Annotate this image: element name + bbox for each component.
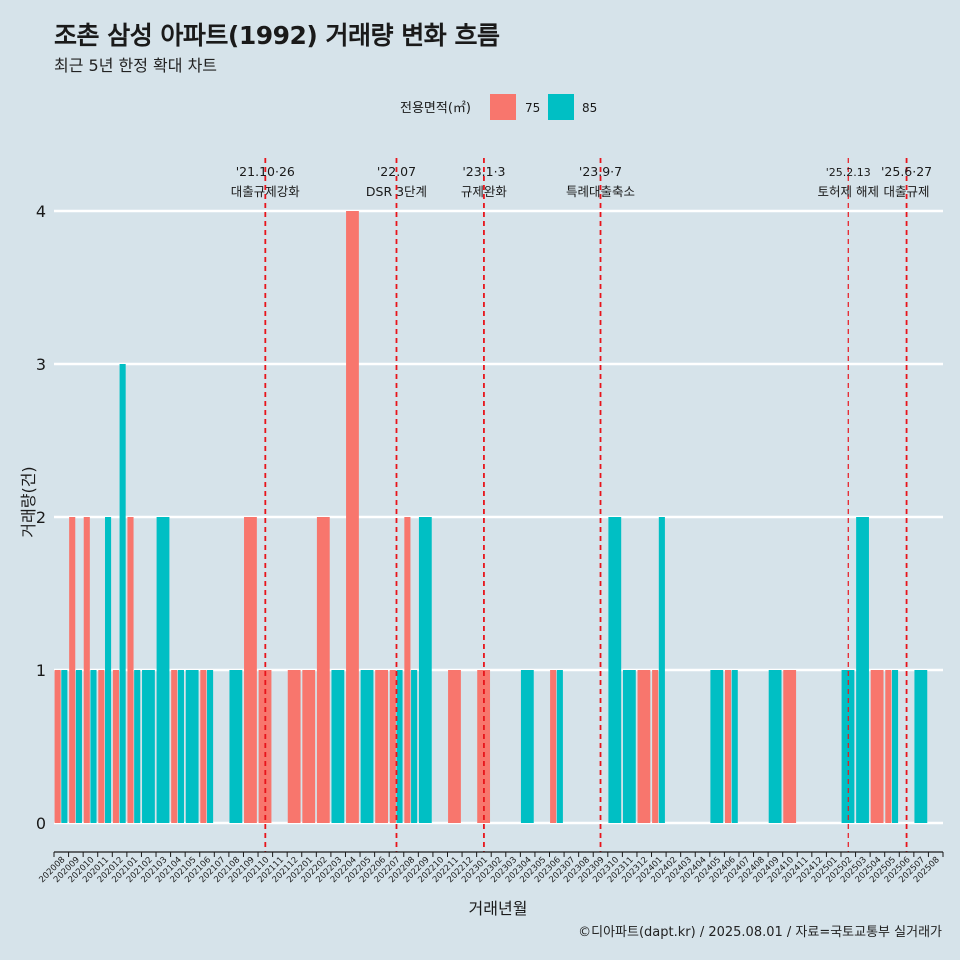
x-axis: 2020082020092020102020112020122021012021… — [37, 851, 944, 885]
bar-202208-85 — [411, 670, 418, 823]
bar-202207-85 — [396, 670, 403, 823]
y-tick-label: 0 — [36, 814, 46, 833]
bar-202406-85 — [731, 670, 738, 823]
bar-202103-85 — [156, 517, 170, 823]
bar-202504-75 — [870, 670, 884, 823]
bar-202206-75 — [375, 670, 389, 823]
event-date-label: '25.2.13 — [826, 166, 871, 179]
bar-202505-85 — [891, 670, 899, 823]
chart-subtitle: 최근 5년 한정 확대 차트 — [54, 56, 218, 75]
bar-202104-75 — [171, 670, 178, 823]
bar-202405-85 — [710, 670, 724, 823]
event-name-label: 규제완화 — [461, 184, 508, 199]
bar-202406-75 — [724, 670, 732, 823]
chart-title: 조촌 삼성 아파트(1992) 거래량 변화 흐름 — [54, 21, 500, 50]
bar-202008-85 — [61, 670, 68, 823]
y-tick-label: 3 — [36, 355, 46, 374]
bar-202311-85 — [622, 670, 636, 823]
bar-202102-85 — [142, 670, 155, 823]
bar-202011-75 — [98, 670, 105, 823]
bar-202106-85 — [207, 670, 214, 823]
y-tick-label: 1 — [36, 661, 46, 680]
bars — [54, 211, 928, 823]
event-date-label: '23.1·3 — [462, 164, 505, 179]
event-date-label: '25.6·27 — [881, 164, 932, 179]
bar-202207-75 — [389, 670, 396, 823]
y-tick-label: 2 — [36, 508, 46, 527]
bar-202507-85 — [914, 670, 928, 823]
event-date-label: '23.9·7 — [579, 164, 622, 179]
bar-202211-75 — [448, 670, 461, 823]
bar-202010-85 — [90, 670, 97, 823]
event-date-label: '21.10·26 — [236, 164, 295, 179]
legend: 전용면적(㎡) 75 85 — [400, 94, 597, 120]
bar-202205-85 — [360, 670, 374, 823]
bar-202401-85 — [658, 517, 665, 823]
bar-202202-75 — [316, 517, 330, 823]
bar-202306-85 — [556, 670, 563, 823]
bar-202401-75 — [652, 670, 659, 823]
bar-202009-85 — [75, 670, 82, 823]
bar-202208-75 — [404, 517, 411, 823]
bar-202312-75 — [637, 670, 651, 823]
bar-202409-85 — [768, 670, 782, 823]
event-name-label: 토허제 해제 — [818, 184, 879, 199]
bar-202105-85 — [185, 670, 199, 823]
legend-swatch-75 — [490, 94, 516, 120]
y-axis-title: 거래량(건) — [19, 466, 38, 537]
bar-202101-85 — [134, 670, 141, 823]
event-lines: '21.10·26 대출규제강화 '22.07 DSR 3단계 '23.1·3 규제완화 '… — [231, 158, 932, 852]
event-name-label: 대출규제강화 — [231, 184, 301, 199]
bar-202112-75 — [287, 670, 301, 823]
bar-202009-75 — [69, 517, 76, 823]
bar-202203-85 — [331, 670, 345, 823]
bar-202108-85 — [229, 670, 243, 823]
bar-202306-75 — [550, 670, 557, 823]
bar-202503-85 — [856, 517, 869, 823]
x-axis-title: 거래년월 — [469, 899, 528, 918]
event-name-label: 특례대출축소 — [566, 184, 635, 199]
event-date-label: '22.07 — [377, 164, 416, 179]
bar-202106-75 — [200, 670, 207, 823]
bar-202008-75 — [54, 670, 61, 823]
bar-202109-75 — [244, 517, 257, 823]
bar-202204-75 — [346, 211, 359, 823]
bar-202101-75 — [127, 517, 134, 823]
legend-title: 전용면적(㎡) — [400, 101, 471, 116]
event-name-label: DSR 3단계 — [366, 184, 427, 199]
bar-202310-85 — [608, 517, 622, 823]
bar-202201-75 — [302, 670, 316, 823]
legend-swatch-85 — [548, 94, 574, 120]
bar-202010-75 — [83, 517, 90, 823]
bar-202012-75 — [112, 670, 119, 823]
bar-202011-85 — [105, 517, 112, 823]
legend-label-75: 75 — [525, 101, 540, 115]
bar-202012-85 — [119, 364, 126, 823]
y-axis: 0 1 2 3 4 — [36, 202, 46, 833]
event-name-label: 대출규제 — [884, 184, 930, 199]
y-tick-label: 4 — [36, 202, 46, 221]
bar-202505-75 — [885, 670, 892, 823]
legend-label-85: 85 — [582, 101, 597, 115]
chart-caption: ©디아파트(dapt.kr) / 2025.08.01 / 자료=국토교통부 실… — [578, 925, 942, 940]
bar-202104-85 — [177, 670, 184, 823]
bar-202304-85 — [520, 670, 534, 823]
bar-202410-75 — [783, 670, 797, 823]
bar-202209-85 — [418, 517, 432, 823]
